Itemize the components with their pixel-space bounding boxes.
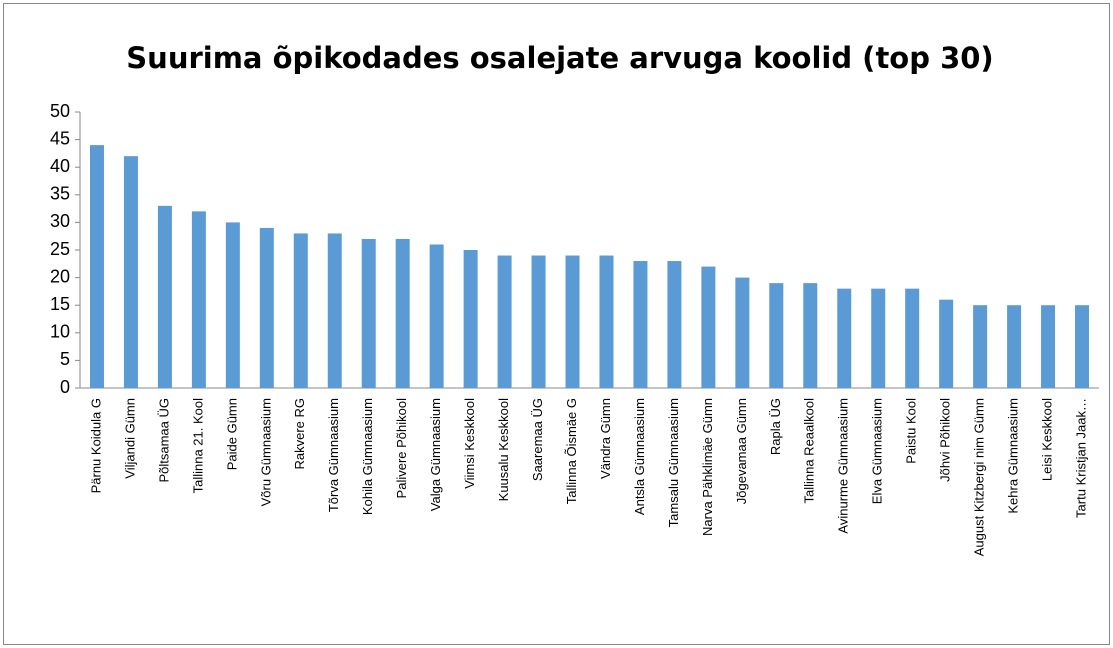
bar — [225, 222, 240, 388]
x-tick-label: Antsla Gümnaasium — [632, 398, 647, 515]
x-tick-label: Palivere Põhikool — [394, 398, 409, 499]
x-tick-label: Paistu Kool — [904, 398, 919, 464]
y-tick-label: 10 — [50, 322, 70, 342]
y-tick-label: 20 — [50, 266, 70, 286]
y-tick-label: 30 — [50, 211, 70, 231]
bar — [1007, 305, 1022, 388]
y-tick-label: 45 — [50, 128, 70, 148]
x-tick-label: Rapla ÜG — [768, 398, 783, 455]
bar — [905, 288, 920, 388]
y-tick-label: 40 — [50, 156, 70, 176]
bar — [497, 255, 512, 388]
x-tick-label: Viimsi Keskkool — [462, 398, 477, 489]
bar — [259, 227, 274, 388]
x-tick-label: Tõrva Gümnaasium — [326, 398, 341, 512]
bar — [565, 255, 580, 388]
x-tick-label: Tallinna Reaalkool — [802, 398, 817, 504]
x-tick-label: Kuusalu Keskkool — [496, 398, 511, 501]
y-tick-label: 5 — [60, 349, 70, 369]
x-tick-label: Kohila Gümnaasium — [360, 398, 375, 515]
bar — [429, 244, 444, 388]
x-tick-label: Vändra Gümn — [598, 398, 613, 479]
x-tick-label: Pärnu Koidula G — [88, 398, 103, 493]
bar — [395, 238, 410, 388]
chart-border — [3, 3, 1110, 645]
bar — [361, 238, 376, 388]
bar — [837, 288, 852, 388]
chart-title: Suurima õpikodades osalejate arvuga kool… — [126, 41, 993, 75]
bar — [633, 261, 648, 388]
bar — [123, 156, 138, 388]
x-tick-label: Põltsamaa ÜG — [156, 398, 171, 483]
x-tick-label: Tallinna 21. Kool — [190, 398, 205, 494]
x-tick-label: Tartu Kristjan Jaak… — [1073, 398, 1088, 518]
x-tick-label: Leisi Keskkool — [1039, 398, 1054, 481]
x-tick-label: Paide Gümn — [224, 398, 239, 470]
bar — [939, 299, 954, 388]
x-tick-label: Narva Pähklimäe Gümn — [700, 398, 715, 536]
x-tick-label: Valga Gümnaasium — [428, 398, 443, 511]
bar — [463, 250, 478, 388]
x-tick-label: Saaremaa ÜG — [530, 398, 545, 481]
bar — [89, 145, 104, 388]
x-tick-label: Jõhvi Põhikool — [938, 398, 953, 482]
bar — [769, 283, 784, 388]
bar — [973, 305, 988, 388]
bar — [871, 288, 886, 388]
x-tick-label: Võru Gümnaasium — [258, 398, 273, 506]
bar — [701, 266, 716, 388]
y-tick-label: 35 — [50, 184, 70, 204]
x-tick-label: Kehra Gümnaasium — [1006, 398, 1021, 514]
bar — [327, 233, 342, 388]
bar — [667, 261, 682, 388]
x-tick-label: Rakvere RG — [292, 398, 307, 470]
y-tick-label: 50 — [50, 101, 70, 121]
x-tick-label: Viljandi Gümn — [122, 398, 137, 479]
bar — [157, 205, 172, 388]
x-tick-label: Jõgevamaa Gümn — [734, 398, 749, 504]
bar — [293, 233, 308, 388]
x-tick-label: Avinurme Gümnaasium — [836, 398, 851, 534]
x-tick-label: August Kitzbergi nim Gümn — [972, 398, 987, 556]
x-tick-label: Tamsalu Gümnaasium — [666, 398, 681, 527]
bar — [1041, 305, 1056, 388]
bar — [803, 283, 818, 388]
y-tick-label: 0 — [60, 377, 70, 397]
y-tick-label: 15 — [50, 294, 70, 314]
bar — [191, 211, 206, 388]
bar — [1075, 305, 1090, 388]
bar — [531, 255, 546, 388]
bar — [599, 255, 614, 388]
bar — [735, 277, 750, 388]
x-tick-label: Elva Gümnaasium — [870, 398, 885, 504]
y-tick-label: 25 — [50, 239, 70, 259]
x-tick-label: Tallinna Õismäe G — [564, 398, 579, 504]
